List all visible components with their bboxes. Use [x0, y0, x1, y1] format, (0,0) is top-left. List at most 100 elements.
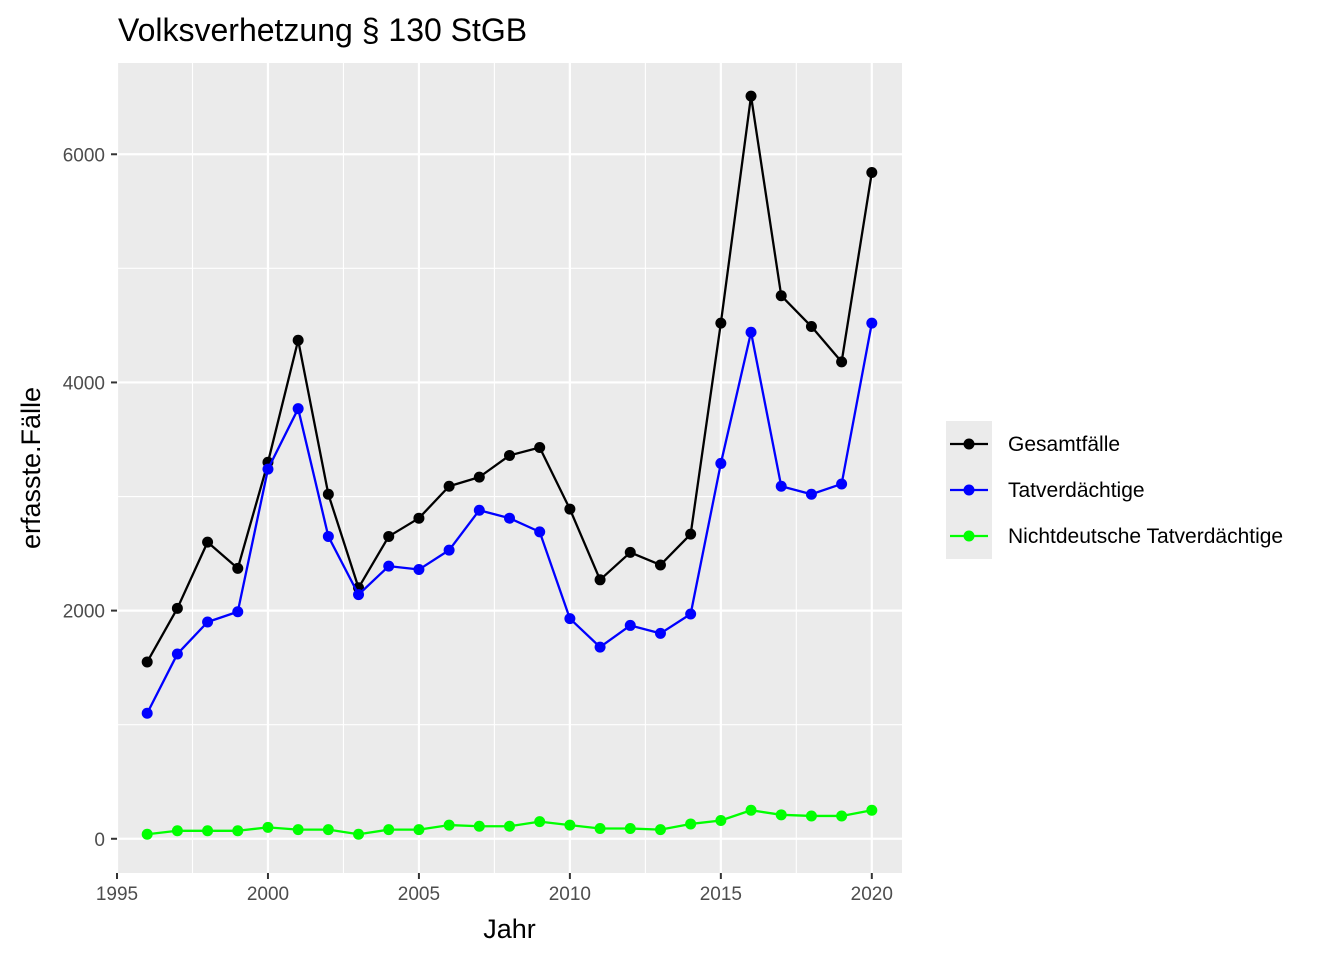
data-point — [232, 562, 244, 574]
data-point — [202, 536, 214, 548]
axes: 1995 2000 2005 2010 2015 2020 0 2000 4000 6000 — [63, 145, 893, 905]
data-point — [594, 641, 606, 653]
data-point — [473, 820, 485, 832]
data-point — [594, 823, 606, 835]
data-point — [564, 503, 576, 515]
data-point — [534, 526, 546, 538]
data-point — [564, 613, 576, 625]
data-point — [473, 471, 485, 483]
plot-panel — [117, 63, 902, 873]
data-point — [624, 619, 636, 631]
data-point — [685, 818, 697, 830]
data-point — [624, 546, 636, 558]
x-tick-label: 2015 — [700, 884, 742, 905]
data-point — [443, 819, 455, 831]
data-point — [534, 441, 546, 453]
y-tick-label: 4000 — [63, 373, 105, 394]
legend-key-point — [963, 438, 975, 450]
y-tick-label: 0 — [94, 830, 105, 851]
data-point — [504, 449, 515, 461]
data-point — [383, 824, 395, 836]
data-point — [232, 606, 244, 618]
data-point — [202, 825, 214, 837]
data-point — [866, 317, 878, 329]
data-point — [715, 457, 727, 469]
data-point — [171, 825, 183, 837]
data-point — [292, 403, 304, 415]
data-point — [443, 480, 455, 492]
data-point — [624, 823, 636, 835]
data-point — [292, 334, 304, 346]
data-point — [745, 326, 757, 338]
data-point — [141, 828, 153, 840]
chart-title: Volksverhetzung § 130 StGB — [118, 12, 527, 48]
x-axis-title: Jahr — [483, 914, 536, 944]
data-point — [685, 528, 697, 540]
x-tick-label: 2000 — [247, 884, 289, 905]
data-point — [262, 821, 274, 833]
data-point — [594, 574, 606, 586]
data-point — [413, 512, 425, 524]
data-point — [685, 608, 697, 620]
data-point — [322, 530, 334, 542]
data-point — [504, 820, 515, 832]
data-point — [654, 824, 666, 836]
data-point — [805, 321, 817, 333]
data-point — [504, 512, 515, 524]
data-point — [383, 560, 395, 572]
data-point — [564, 819, 576, 831]
data-point — [775, 290, 787, 302]
x-tick-label: 2010 — [549, 884, 591, 905]
data-point — [353, 828, 365, 840]
data-point — [654, 627, 666, 639]
data-point — [383, 530, 395, 542]
data-point — [292, 824, 304, 836]
data-point — [654, 559, 666, 571]
data-point — [745, 90, 757, 102]
data-point — [473, 504, 485, 516]
data-point — [171, 602, 183, 614]
y-tick-label: 2000 — [63, 602, 105, 623]
data-point — [534, 816, 546, 828]
data-point — [232, 825, 244, 837]
data-point — [805, 810, 817, 822]
data-point — [171, 648, 183, 660]
data-point — [715, 317, 727, 329]
series-0 — [141, 90, 878, 668]
data-point — [202, 616, 214, 628]
data-point — [866, 804, 878, 816]
legend-label: Tatverdächtige — [1008, 479, 1145, 502]
y-axis-title: erfasste.Fälle — [16, 387, 46, 549]
data-point — [866, 167, 878, 179]
data-point — [836, 810, 848, 822]
x-tick-label: 2020 — [851, 884, 893, 905]
series-1 — [141, 317, 878, 719]
data-point — [322, 488, 334, 500]
data-point — [836, 356, 848, 368]
series-2 — [141, 804, 878, 840]
y-tick-label: 6000 — [63, 145, 105, 166]
data-point — [322, 824, 334, 836]
data-point — [353, 589, 365, 601]
data-point — [413, 564, 425, 576]
data-point — [745, 804, 757, 816]
data-point — [141, 707, 153, 719]
legend-label: Gesamtfälle — [1008, 433, 1120, 456]
data-point — [775, 809, 787, 821]
data-point — [836, 478, 848, 490]
data-point — [715, 815, 727, 827]
legend-key-point — [963, 484, 975, 496]
series-layer — [141, 90, 878, 840]
x-tick-label: 1995 — [96, 884, 138, 905]
data-point — [413, 824, 425, 836]
data-point — [443, 544, 455, 556]
legend-key-point — [963, 530, 975, 542]
data-point — [141, 656, 153, 668]
data-point — [805, 488, 817, 500]
legend: Gesamtfälle Tatverdächtige Nichtdeutsche T… — [946, 421, 1283, 559]
x-tick-label: 2005 — [398, 884, 440, 905]
data-point — [775, 480, 787, 492]
legend-label: Nichtdeutsche Tatverdächtige — [1008, 525, 1283, 548]
data-point — [262, 463, 274, 475]
